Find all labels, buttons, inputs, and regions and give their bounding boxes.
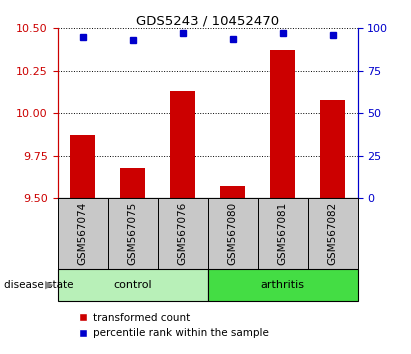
Title: GDS5243 / 10452470: GDS5243 / 10452470	[136, 14, 279, 27]
Text: ▶: ▶	[45, 280, 53, 290]
Text: GSM567080: GSM567080	[228, 202, 238, 265]
Bar	[320, 100, 345, 198]
Bar	[70, 135, 95, 198]
Text: control: control	[113, 280, 152, 290]
Bar	[58, 198, 108, 269]
Bar	[208, 269, 358, 301]
Bar	[220, 186, 245, 198]
Bar	[108, 198, 157, 269]
Legend: transformed count, percentile rank within the sample: transformed count, percentile rank withi…	[78, 313, 269, 338]
Bar	[157, 198, 208, 269]
Text: arthritis: arthritis	[261, 280, 305, 290]
Bar	[170, 91, 195, 198]
Text: disease state: disease state	[4, 280, 74, 290]
Bar	[58, 269, 208, 301]
Text: GSM567074: GSM567074	[78, 202, 88, 265]
Text: GSM567075: GSM567075	[127, 202, 138, 265]
Text: GSM567082: GSM567082	[328, 202, 337, 265]
Text: GSM567076: GSM567076	[178, 202, 187, 265]
Bar	[270, 50, 295, 198]
Bar	[208, 198, 258, 269]
Bar	[258, 198, 307, 269]
Bar	[307, 198, 358, 269]
Bar	[120, 168, 145, 198]
Text: GSM567081: GSM567081	[277, 202, 288, 265]
